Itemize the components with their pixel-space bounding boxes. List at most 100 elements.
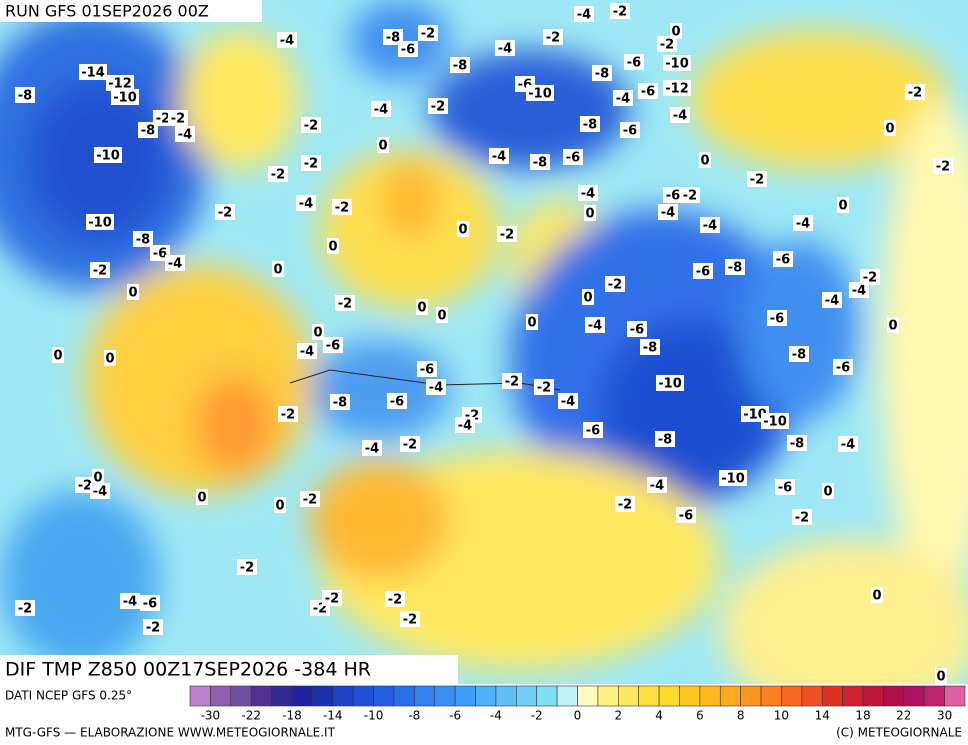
label-bg [761,413,789,429]
contour-label: -8 [386,31,400,46]
colorbar-box [903,685,925,707]
colorbar-box [352,685,374,707]
contour-label: -2 [146,621,160,636]
label-bg [332,199,352,215]
label-bg [670,107,690,123]
label-bg [335,295,355,311]
contour-label: -6 [623,124,637,139]
colorbar-box [801,685,823,707]
contour-label: -6 [143,597,157,612]
label-bg [106,75,134,91]
colorbar-box [393,685,415,707]
contour-label: -2 [683,189,697,204]
label-bg [700,217,720,233]
contour-label: 0 [328,240,337,255]
contour-label: -2 [505,375,519,390]
label-bg [583,422,603,438]
contour-label: -10 [721,472,745,487]
label-bg [592,65,612,81]
contour-label: 0 [275,499,284,514]
label-bg [90,483,110,499]
colorbar-tick-label: -22 [241,709,261,723]
label-bg [773,251,793,267]
label-bg [935,668,947,684]
contour-label: -8 [141,124,155,139]
contour-label: -2 [271,168,285,183]
map-title: DIF TMP Z850 00Z17SEP2026 -384 HR [5,659,371,681]
label-bg [833,359,853,375]
run-label: RUN GFS 01SEP2026 00Z [5,2,209,21]
contour-label: -8 [643,341,657,356]
contour-label: -8 [18,89,32,104]
colorbar-tick-label: -8 [408,709,420,723]
colorbar-tick-label: -18 [282,709,302,723]
colorbar-box [842,685,864,707]
label-bg [52,347,64,363]
contour-label: 0 [936,670,945,685]
contour-label: -2 [156,112,170,127]
contour-label: -2 [303,493,317,508]
label-bg [584,205,596,221]
label-bg [656,375,684,391]
label-bg [530,154,550,170]
label-bg [663,187,683,203]
contour-label: -2 [388,593,402,608]
label-bg [580,116,600,132]
label-bg [140,595,160,611]
colorbar-box [271,685,293,707]
contour-label: 0 [378,139,387,154]
colorbar-tick-label: -6 [449,709,461,723]
colorbar-box [291,685,313,707]
label-bg [837,197,849,213]
contour-label: -10 [528,87,552,102]
label-bg [620,122,640,138]
contour-label: -10 [763,415,787,430]
label-bg [400,436,420,452]
colorbar-tick-label: -30 [201,709,221,723]
colorbar-tick-label: 14 [815,709,830,723]
contour-label: -10 [665,57,689,72]
contour-label: -6 [627,56,641,71]
title-box [0,655,458,684]
contour-label: -4 [365,442,379,457]
contour-label: -10 [96,149,120,164]
label-bg [143,619,163,635]
contour-label: -4 [374,103,388,118]
run-box [0,0,262,22]
colorbar: -30 -22 -18 -14 -10 -8 -6 -4 -2 0 2 4 6 8 10 14 18 22 30 [189,685,966,723]
contour-label: -12 [108,77,132,92]
contour-label: -2 [421,27,435,42]
contour-label: 0 [53,349,62,364]
label-bg [428,98,448,114]
contour-label: -4 [93,485,107,500]
contour-label: 0 [823,485,832,500]
colorbar-tick-label: 6 [696,709,704,723]
contour-label: -12 [665,82,689,97]
label-bg [789,346,809,362]
contour-label: -4 [458,419,472,434]
colorbar-box [332,685,354,707]
label-bg [792,509,812,525]
label-bg [133,231,153,247]
colorbar-box [740,685,762,707]
label-bg [138,122,158,138]
colorbar-box [577,685,599,707]
label-bg [237,559,257,575]
contour-label: -8 [658,433,672,448]
label-bg [582,289,594,305]
contour-label: -6 [778,481,792,496]
label-bg [90,262,110,278]
label-bg [277,32,297,48]
colorbar-box [373,685,395,707]
contour-label: -6 [666,189,680,204]
contour-label: -2 [78,479,92,494]
contour-label: -4 [498,42,512,57]
colorbar-tick-label: 4 [655,709,663,723]
label-bg [838,436,858,452]
contour-label: 0 [313,326,322,341]
colorbar-box [454,685,476,707]
contour-label: -2 [660,38,674,53]
label-bg [699,152,711,168]
contour-label: -2 [93,264,107,279]
